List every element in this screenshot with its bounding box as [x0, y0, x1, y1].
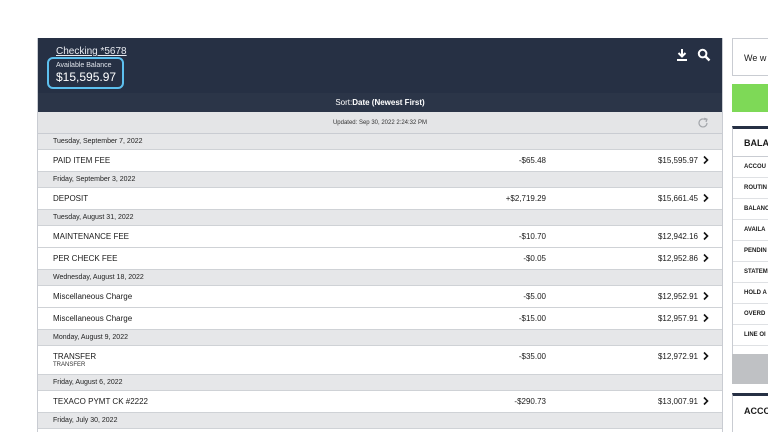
- transaction-amount: -$290.73: [514, 397, 546, 406]
- account-header: Checking *5678 Available Balance $15,595…: [38, 38, 722, 93]
- balance-detail-item: BALANC: [733, 199, 768, 220]
- transaction-amount: -$5.00: [523, 292, 546, 301]
- balance-detail-item: ROUTIN: [733, 178, 768, 199]
- transaction-description: DEPOSIT: [53, 194, 89, 203]
- transaction-amount: -$10.70: [518, 232, 546, 241]
- transaction-balance: $12,952.91: [657, 292, 698, 301]
- transaction-amount: -$15.00: [518, 314, 546, 323]
- transaction-amount: -$65.48: [518, 156, 546, 165]
- chevron-right-icon[interactable]: [702, 231, 710, 241]
- date-header: Monday, August 9, 2022: [38, 330, 722, 346]
- balance-details-panel: BALA ACCOU ROUTIN BALANC AVAILA PENDIN S…: [732, 126, 768, 384]
- date-header: Friday, August 6, 2022: [38, 375, 722, 391]
- chevron-right-icon[interactable]: [702, 253, 710, 263]
- account-panel: ACCO: [732, 393, 768, 432]
- transaction-balance: $15,595.97: [657, 156, 698, 165]
- transaction-list: Tuesday, September 7, 2022 PAID ITEM FEE…: [38, 134, 722, 429]
- transaction-balance: $12,942.16: [657, 232, 698, 241]
- chevron-right-icon[interactable]: [702, 396, 710, 406]
- sort-value[interactable]: Date (Newest First): [352, 98, 425, 107]
- balance-detail-item: LINE OI: [733, 325, 768, 346]
- transaction-description: Miscellaneous Charge: [53, 292, 133, 301]
- sidebar-message: We w: [732, 38, 768, 76]
- transaction-row[interactable]: Miscellaneous Charge -$5.00 $12,952.91: [38, 286, 722, 308]
- transaction-row[interactable]: MAINTENANCE FEE -$10.70 $12,942.16: [38, 226, 722, 248]
- sort-label: Sort:: [335, 98, 353, 107]
- transaction-row[interactable]: TEXACO PYMT CK #2222 -$290.73 $13,007.91: [38, 391, 722, 413]
- balance-detail-item: OVERD: [733, 304, 768, 325]
- transaction-balance: $13,007.91: [657, 397, 698, 406]
- balance-panel-title: BALA: [733, 129, 768, 157]
- chevron-right-icon[interactable]: [702, 193, 710, 203]
- chevron-right-icon[interactable]: [702, 291, 710, 301]
- available-balance-box: Available Balance $15,595.97: [47, 57, 124, 89]
- account-panel-title: ACCO: [744, 406, 768, 416]
- balance-value: $15,595.97: [56, 70, 117, 84]
- transaction-description: TRANSFER: [53, 352, 97, 361]
- transaction-description: PER CHECK FEE: [53, 254, 118, 263]
- sort-bar[interactable]: Sort:Date (Newest First): [38, 93, 722, 112]
- transaction-subtext: TRANSFER: [53, 362, 86, 368]
- transaction-row[interactable]: TRANSFER TRANSFER -$35.00 $12,972.91: [38, 346, 722, 375]
- transaction-row[interactable]: PAID ITEM FEE -$65.48 $15,595.97: [38, 150, 722, 172]
- updated-bar: Updated: Sep 30, 2022 2:24:32 PM: [38, 112, 722, 134]
- balance-detail-item: AVAILA: [733, 220, 768, 241]
- chevron-right-icon[interactable]: [702, 351, 710, 361]
- download-icon[interactable]: [675, 48, 689, 62]
- right-sidebar: We w BALA ACCOU ROUTIN BALANC AVAILA PEN…: [732, 38, 768, 432]
- date-header: Tuesday, September 7, 2022: [38, 134, 722, 150]
- chevron-right-icon[interactable]: [702, 313, 710, 323]
- transaction-balance: $15,661.45: [657, 194, 698, 203]
- date-header: Tuesday, August 31, 2022: [38, 210, 722, 226]
- transaction-row[interactable]: DEPOSIT +$2,719.29 $15,661.45: [38, 188, 722, 210]
- transaction-amount: -$0.05: [523, 254, 546, 263]
- date-header: Friday, September 3, 2022: [38, 172, 722, 188]
- date-header: Wednesday, August 18, 2022: [38, 270, 722, 286]
- chevron-right-icon[interactable]: [702, 155, 710, 165]
- transaction-row[interactable]: Miscellaneous Charge -$15.00 $12,957.91: [38, 308, 722, 330]
- transaction-balance: $12,972.91: [657, 352, 698, 361]
- transaction-amount: +$2,719.29: [505, 194, 546, 203]
- balance-detail-item: PENDIN: [733, 241, 768, 262]
- date-header: Friday, July 30, 2022: [38, 413, 722, 429]
- balance-label: Available Balance: [56, 62, 112, 69]
- transaction-description: Miscellaneous Charge: [53, 314, 133, 323]
- transaction-description: PAID ITEM FEE: [53, 156, 111, 165]
- sidebar-action-button[interactable]: [732, 84, 768, 112]
- transaction-description: MAINTENANCE FEE: [53, 232, 130, 241]
- search-icon[interactable]: [697, 48, 711, 62]
- updated-timestamp: Updated: Sep 30, 2022 2:24:32 PM: [332, 120, 428, 126]
- transactions-panel: Checking *5678 Available Balance $15,595…: [37, 38, 723, 432]
- transaction-balance: $12,957.91: [657, 314, 698, 323]
- balance-detail-item: HOLD A: [733, 283, 768, 304]
- transaction-row[interactable]: PER CHECK FEE -$0.05 $12,952.86: [38, 248, 722, 270]
- transaction-amount: -$35.00: [518, 352, 546, 361]
- transaction-description: TEXACO PYMT CK #2222: [53, 397, 148, 406]
- refresh-icon[interactable]: [697, 117, 709, 129]
- balance-detail-item: STATEM: [733, 262, 768, 283]
- account-name[interactable]: Checking *5678: [56, 46, 127, 57]
- transaction-balance: $12,952.86: [657, 254, 698, 263]
- sidebar-gray-button[interactable]: [732, 354, 768, 384]
- balance-detail-item: ACCOU: [733, 157, 768, 178]
